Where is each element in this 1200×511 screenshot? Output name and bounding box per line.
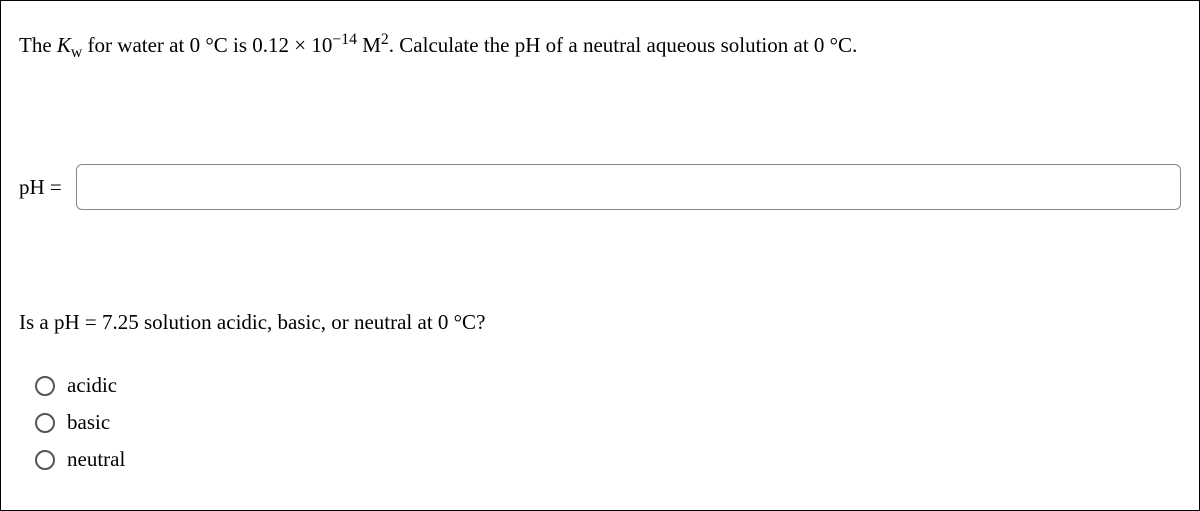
question2-text: Is a pH = 7.25 solution acidic, basic, o… (19, 310, 1181, 335)
option-label: basic (67, 410, 110, 435)
ph-input[interactable] (76, 164, 1181, 210)
q2-eq: = (85, 310, 97, 334)
ph-input-row: pH = (19, 164, 1181, 210)
option-label: acidic (67, 373, 117, 398)
radio-icon (35, 413, 55, 433)
q1-sq: 2 (381, 31, 389, 48)
q1-mid2: M (357, 33, 381, 57)
radio-icon (35, 450, 55, 470)
question-container: The Kw for water at 0 °C is 0.12 × 10−14… (0, 0, 1200, 511)
options-group: acidic basic neutral (19, 373, 1181, 472)
q1-mid3: . Calculate the pH of a neutral aqueous … (389, 33, 858, 57)
option-neutral[interactable]: neutral (35, 447, 1181, 472)
q1-mid1: for water at 0 °C is 0.12 × 10 (82, 33, 332, 57)
q1-k: K (57, 33, 71, 57)
ph-label: pH = (19, 175, 62, 200)
option-acidic[interactable]: acidic (35, 373, 1181, 398)
q1-exp: −14 (332, 31, 357, 48)
q1-ksub: w (71, 44, 82, 61)
q1-pre: The (19, 33, 57, 57)
radio-icon (35, 376, 55, 396)
question1-text: The Kw for water at 0 °C is 0.12 × 10−14… (19, 29, 1181, 64)
q2-pre: Is a pH (19, 310, 85, 334)
q2-val: 7.25 solution acidic, basic, or neutral … (97, 310, 486, 334)
option-label: neutral (67, 447, 125, 472)
option-basic[interactable]: basic (35, 410, 1181, 435)
